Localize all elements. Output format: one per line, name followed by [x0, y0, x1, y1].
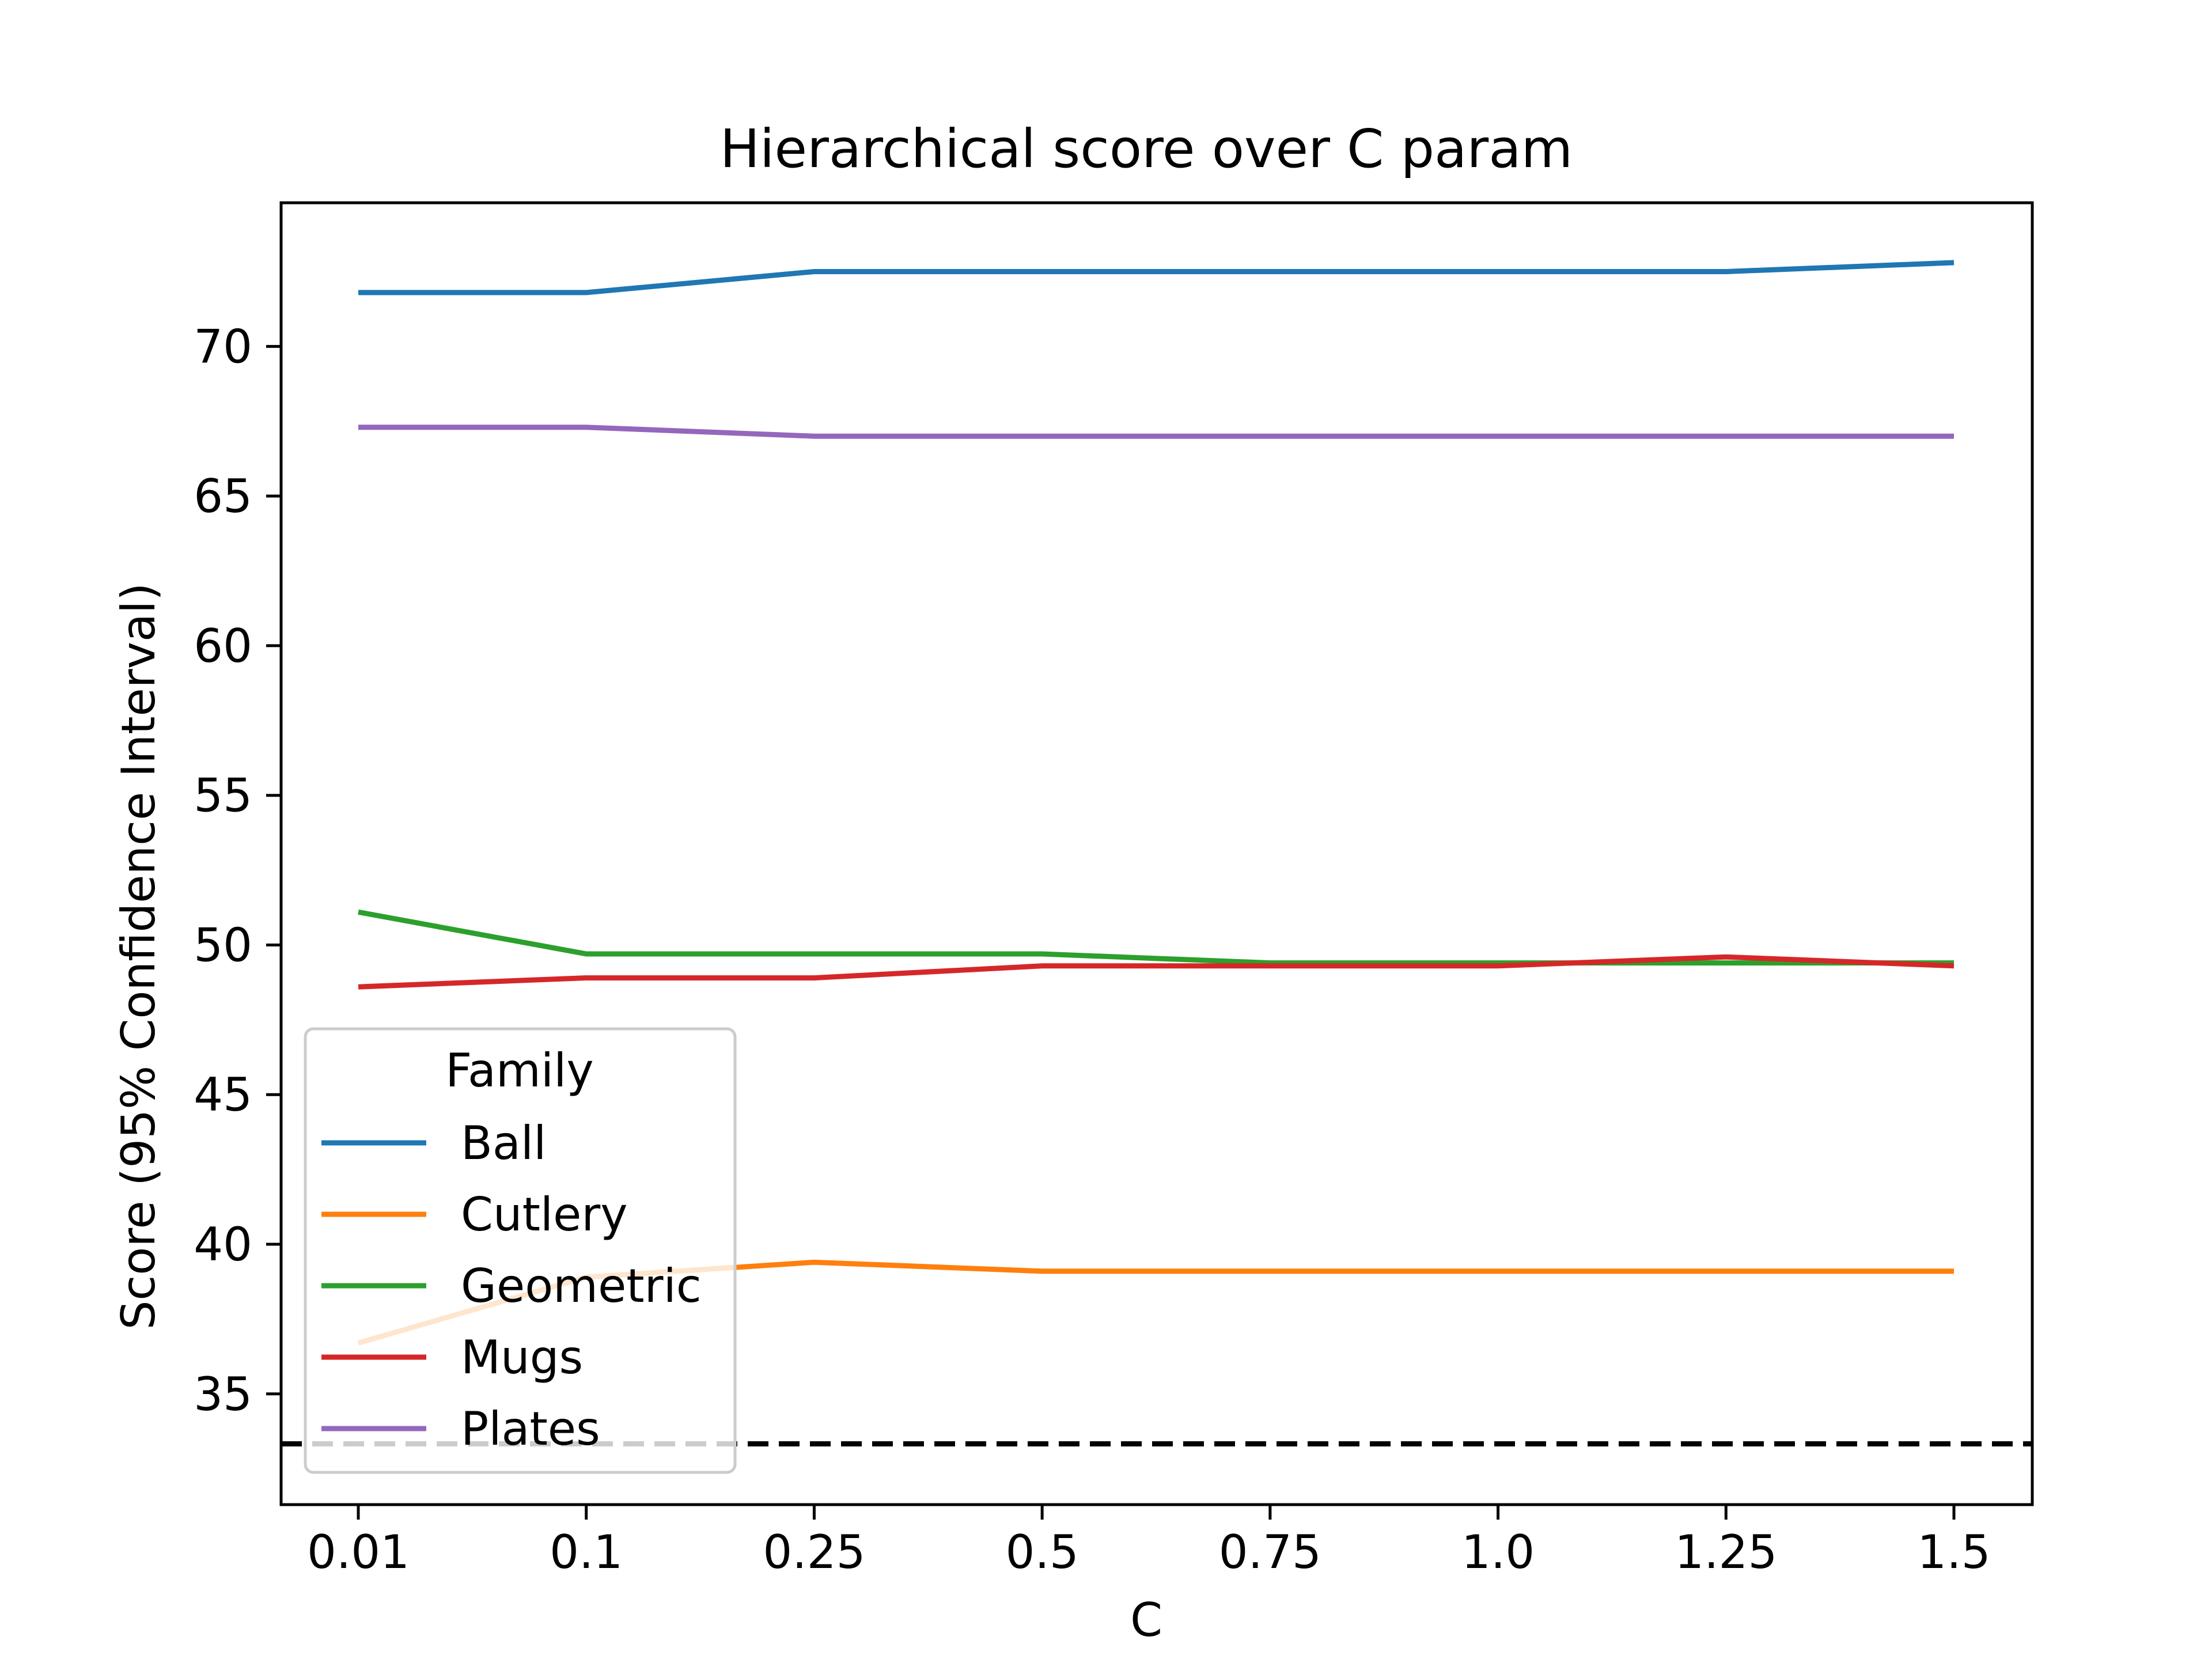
x-axis-label: C — [1130, 1593, 1162, 1647]
legend-title: Family — [445, 1044, 593, 1097]
x-tick-label: 1.0 — [1461, 1525, 1535, 1579]
y-tick-label: 40 — [194, 1218, 252, 1271]
series-line-geometric — [358, 909, 1954, 966]
x-tick-label: 0.75 — [1219, 1525, 1321, 1579]
x-tick-label: 1.25 — [1675, 1525, 1777, 1579]
y-tick-label: 60 — [194, 619, 252, 673]
chart-title: Hierarchical score over C param — [720, 118, 1573, 180]
y-tick-label: 35 — [194, 1368, 252, 1421]
x-tick-label: 0.1 — [550, 1525, 623, 1579]
plot-area: 0.01 0.1 0.25 0.5 0.75 1.0 1.25 1.5 35 40 45 50 55 60… — [194, 201, 2034, 1579]
y-tick-label: 50 — [194, 918, 252, 972]
x-tick-label: 0.5 — [1006, 1525, 1079, 1579]
legend-label-ball: Ball — [461, 1116, 546, 1170]
legend-label-mugs: Mugs — [461, 1331, 583, 1384]
legend: Family Ball Cutlery Geometric Mugs Plates — [304, 1027, 737, 1474]
series-line-ball — [358, 260, 1955, 296]
y-tick-label: 65 — [194, 469, 252, 523]
legend-label-geometric: Geometric — [461, 1259, 702, 1313]
y-tick-label: 55 — [194, 769, 252, 823]
x-tick-label: 1.5 — [1917, 1525, 1990, 1579]
series-line-mugs — [358, 954, 1955, 990]
x-tick-label: 0.25 — [763, 1525, 865, 1579]
y-axis-label: Score (95% Confidence Interval) — [112, 583, 165, 1330]
series-line-plates — [358, 425, 1954, 439]
y-tick-label: 45 — [194, 1068, 252, 1122]
y-tick-label: 70 — [194, 320, 252, 373]
legend-label-plates: Plates — [461, 1402, 600, 1456]
x-tick-label: 0.01 — [307, 1525, 410, 1579]
legend-box — [304, 1027, 737, 1474]
plot-frame — [279, 201, 2034, 1506]
legend-label-cutlery: Cutlery — [461, 1188, 628, 1241]
